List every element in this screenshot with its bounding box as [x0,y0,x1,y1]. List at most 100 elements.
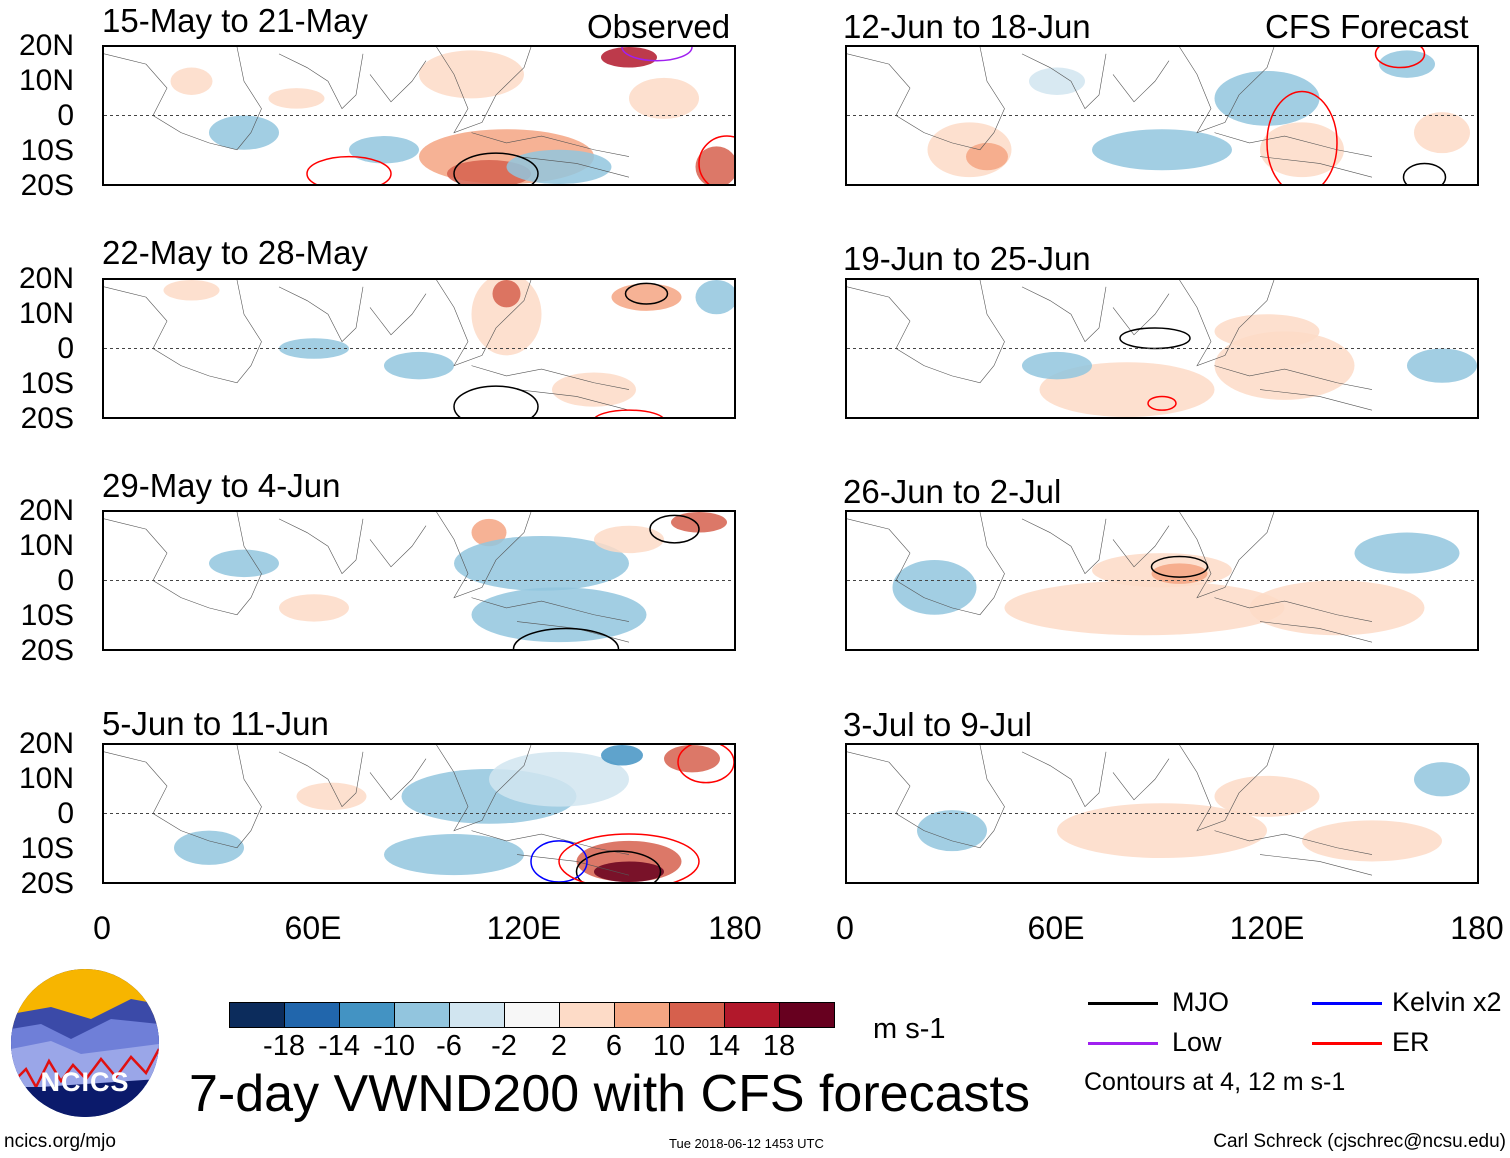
anomaly-shading [279,594,349,622]
anomaly-shading [594,525,664,554]
anomaly-shading [163,280,220,301]
anomaly-shading [695,280,734,315]
wave-contour [559,834,699,882]
lat-label: 10S [20,832,74,865]
lat-label: 20S [20,867,74,900]
lon-label-left-120e: 120E [486,910,562,946]
anomaly-shading [419,50,524,99]
coastline [104,745,629,875]
wave-contour [514,628,619,649]
colorbar-swatch [670,1003,725,1027]
wave-contour [699,136,734,184]
colorbar-tick-label: 10 [652,1030,686,1062]
panel-title-observed-3: 29-May to 4-Jun [102,467,341,504]
lat-label: 10N [18,297,74,330]
lat-label: 20N [18,727,74,760]
colorbar-tick-label: 6 [605,1030,623,1062]
anomaly-shading [1260,122,1344,178]
colorbar-swatch [615,1003,670,1027]
footer-timestamp: Tue 2018-06-12 1453 UTC [669,1136,824,1151]
wave-contour [1404,163,1446,184]
anomaly-shading [1354,532,1460,574]
legend-label-kelvin: Kelvin x2 [1392,987,1502,1017]
wave-contour [594,410,664,417]
legend-label-mjo: MJO [1172,987,1229,1017]
anomaly-shading [1022,351,1092,380]
lat-label: 20S [20,169,74,202]
footer-url[interactable]: ncics.org/mjo [4,1131,116,1152]
anomaly-shading [454,535,629,591]
map-panel-forecast-3 [845,510,1479,651]
anomaly-shading [1302,820,1442,862]
anomaly-shading [1214,314,1320,349]
lon-label-left-60e: 60E [284,910,342,946]
coastline [847,47,1372,177]
anomaly-shading [1214,775,1320,817]
anomaly-shading [1249,580,1425,636]
lat-label: 0 [57,797,74,830]
wave-contour [622,47,692,61]
anomaly-shading [917,810,987,852]
lat-label: 20N [18,494,74,527]
anomaly-shading [296,782,367,811]
lat-label: 10N [18,762,74,795]
anomaly-shading [349,136,419,164]
coastline [104,47,629,177]
colorbar-tick-label: -2 [491,1030,517,1062]
anomaly-shading [174,830,244,865]
legend-label-er: ER [1392,1027,1430,1057]
lon-label-left-0: 0 [93,910,111,946]
map-panel-forecast-1 [845,45,1479,186]
anomaly-shading [892,559,977,615]
anomaly-shading [611,283,682,311]
panel-title-forecast-3: 26-Jun to 2-Jul [843,473,1062,510]
anomaly-shading [1039,362,1215,417]
anomaly-shading [384,834,524,876]
lon-label-right-180: 180 [1450,910,1504,946]
panel-title-observed-1: 15-May to 21-May [102,2,368,39]
wave-contour [1267,92,1337,184]
colorbar-swatch [560,1003,615,1027]
colorbar-tick-label: -14 [318,1030,360,1062]
anomaly-shading [966,142,1008,171]
colorbar [229,1002,835,1028]
legend-line-er [1312,1042,1382,1045]
wave-contour [531,841,587,882]
lon-label-left-180: 180 [708,910,762,946]
lat-label: 20N [18,29,74,62]
anomaly-shading [1407,348,1477,383]
panel-title-forecast-2: 19-Jun to 25-Jun [843,240,1091,277]
observed-label: Observed [587,8,731,45]
colorbar-tick-label: -10 [373,1030,415,1062]
anomaly-shading [1092,129,1232,171]
colorbar-swatch [505,1003,560,1027]
map-panel-observed-3 [102,510,736,651]
forecast-label: CFS Forecast [1265,8,1469,45]
lat-label: 0 [57,564,74,597]
anomaly-shading [594,861,664,882]
legend-label-low: Low [1172,1027,1222,1057]
panel-title-forecast-1: 12-Jun to 18-Jun [843,8,1091,45]
anomaly-shading [601,745,643,766]
anomaly-shading [506,149,612,184]
coastline [847,512,1372,642]
colorbar-swatch [285,1003,340,1027]
lon-label-right-0: 0 [836,910,854,946]
lon-label-right-60e: 60E [1027,910,1085,946]
anomaly-shading [471,518,507,547]
lat-label: 0 [57,332,74,365]
anomaly-shading [471,587,647,643]
colorbar-tick-label: 14 [707,1030,741,1062]
panel-title-observed-4: 5-Jun to 11-Jun [102,705,329,742]
anomaly-shading [552,372,636,407]
anomaly-shading [664,745,720,773]
anomaly-shading [1057,803,1267,859]
lat-label: 10N [18,529,74,562]
coastline [847,280,1372,410]
anomaly-shading [170,67,213,95]
coastline [104,512,629,642]
lat-label: 10N [18,64,74,97]
colorbar-swatch [395,1003,450,1027]
wave-contour [678,745,734,783]
lat-label: 20S [20,402,74,435]
